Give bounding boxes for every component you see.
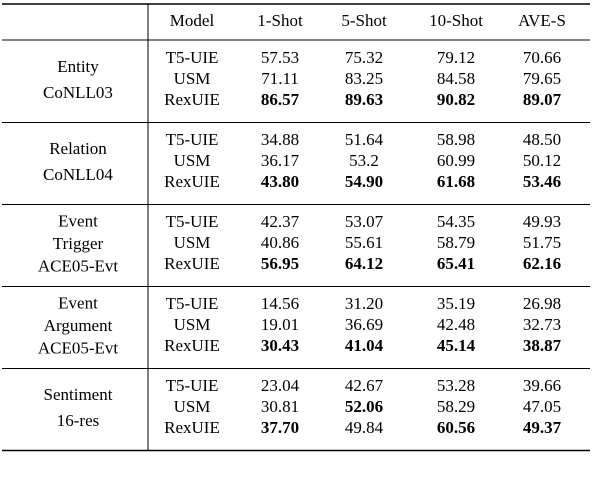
group-label: Event (58, 211, 98, 230)
score-cell: 60.99 (437, 151, 475, 170)
score-cell: 58.98 (437, 130, 475, 149)
score-cell: 47.05 (523, 397, 561, 416)
score-cell: 51.64 (345, 130, 384, 149)
header-cell: 10-Shot (429, 11, 483, 30)
model-cell: T5-UIE (166, 212, 219, 231)
model-cell: USM (174, 397, 211, 416)
model-cell: USM (174, 151, 211, 170)
model-cell: T5-UIE (166, 48, 219, 67)
score-cell: 54.35 (437, 212, 475, 231)
group-label: ACE05-Evt (38, 338, 119, 357)
score-cell: 57.53 (261, 48, 299, 67)
score-cell: 56.95 (261, 254, 299, 273)
score-cell: 52.06 (345, 397, 383, 416)
score-cell: 42.48 (437, 315, 475, 334)
score-cell: 86.57 (261, 90, 300, 109)
score-cell: 79.12 (437, 48, 475, 67)
score-cell: 30.43 (261, 336, 299, 355)
score-cell: 49.84 (345, 418, 384, 437)
score-cell: 14.56 (261, 294, 299, 313)
group-label: CoNLL03 (43, 83, 113, 102)
header-cell: Model (170, 11, 215, 30)
model-cell: RexUIE (164, 172, 220, 191)
score-cell: 62.16 (523, 254, 561, 273)
score-cell: 70.66 (523, 48, 561, 67)
score-cell: 79.65 (523, 69, 561, 88)
model-cell: RexUIE (164, 90, 220, 109)
score-cell: 58.79 (437, 233, 475, 252)
model-cell: USM (174, 233, 211, 252)
header-cell: 1-Shot (257, 11, 303, 30)
score-cell: 75.32 (345, 48, 383, 67)
score-cell: 39.66 (523, 376, 561, 395)
group-label: Event (58, 293, 98, 312)
model-cell: USM (174, 315, 211, 334)
score-cell: 71.11 (261, 69, 299, 88)
model-cell: T5-UIE (166, 376, 219, 395)
score-cell: 53.07 (345, 212, 384, 231)
group-label: ACE05-Evt (38, 256, 119, 275)
score-cell: 45.14 (437, 336, 476, 355)
score-cell: 40.86 (261, 233, 299, 252)
group-label: Sentiment (44, 385, 113, 404)
model-cell: RexUIE (164, 336, 220, 355)
score-cell: 60.56 (437, 418, 475, 437)
score-cell: 58.29 (437, 397, 475, 416)
score-cell: 53.46 (523, 172, 561, 191)
group-label: Entity (57, 57, 99, 76)
model-cell: RexUIE (164, 418, 220, 437)
score-cell: 51.75 (523, 233, 561, 252)
score-cell: 36.69 (345, 315, 383, 334)
score-cell: 23.04 (261, 376, 300, 395)
group-label: Argument (44, 316, 113, 335)
score-cell: 49.93 (523, 212, 561, 231)
score-cell: 38.87 (523, 336, 562, 355)
score-cell: 49.37 (523, 418, 562, 437)
score-cell: 32.73 (523, 315, 561, 334)
score-cell: 19.01 (261, 315, 299, 334)
score-cell: 26.98 (523, 294, 561, 313)
group-label: CoNLL04 (43, 165, 113, 184)
header-cell: AVE-S (518, 11, 566, 30)
model-cell: USM (174, 69, 211, 88)
group-label: 16-res (57, 411, 99, 430)
score-cell: 37.70 (261, 418, 299, 437)
score-cell: 53.28 (437, 376, 475, 395)
score-cell: 83.25 (345, 69, 383, 88)
score-cell: 89.63 (345, 90, 383, 109)
score-cell: 42.37 (261, 212, 300, 231)
score-cell: 50.12 (523, 151, 561, 170)
score-cell: 31.20 (345, 294, 383, 313)
model-cell: RexUIE (164, 254, 220, 273)
model-cell: T5-UIE (166, 294, 219, 313)
score-cell: 43.80 (261, 172, 299, 191)
score-cell: 48.50 (523, 130, 561, 149)
score-cell: 53.2 (349, 151, 379, 170)
score-cell: 89.07 (523, 90, 562, 109)
score-cell: 64.12 (345, 254, 383, 273)
score-cell: 41.04 (345, 336, 384, 355)
group-label: Trigger (53, 234, 104, 253)
score-cell: 35.19 (437, 294, 475, 313)
score-cell: 84.58 (437, 69, 475, 88)
score-cell: 54.90 (345, 172, 383, 191)
score-cell: 36.17 (261, 151, 300, 170)
score-cell: 55.61 (345, 233, 383, 252)
header-cell: 5-Shot (341, 11, 387, 30)
score-cell: 65.41 (437, 254, 475, 273)
score-cell: 34.88 (261, 130, 299, 149)
model-cell: T5-UIE (166, 130, 219, 149)
score-cell: 90.82 (437, 90, 475, 109)
score-cell: 61.68 (437, 172, 475, 191)
group-label: Relation (49, 139, 107, 158)
score-cell: 42.67 (345, 376, 384, 395)
score-cell: 30.81 (261, 397, 299, 416)
